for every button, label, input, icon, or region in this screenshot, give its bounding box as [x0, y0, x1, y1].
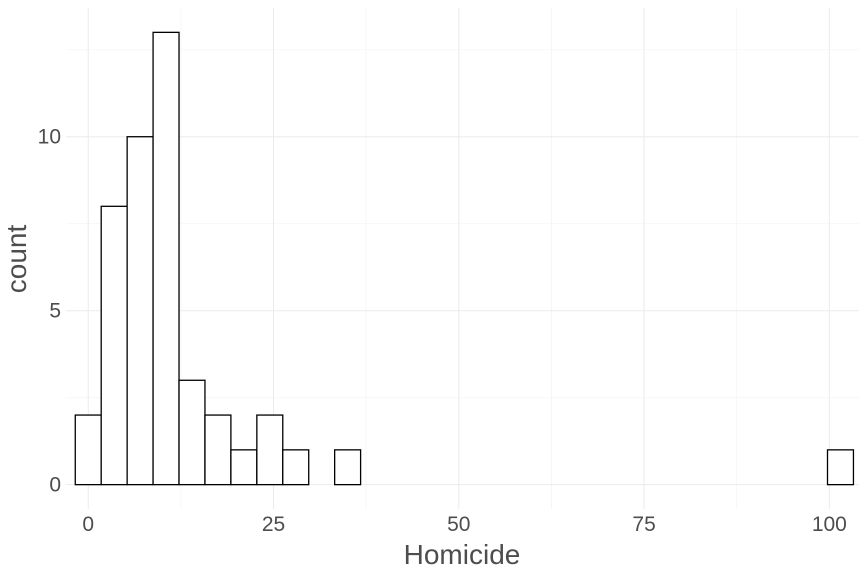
- x-tick-label: 25: [262, 513, 285, 536]
- histogram-bar: [282, 449, 310, 486]
- y-axis-ticks: 0 5 10: [38, 126, 61, 497]
- histogram-bar: [334, 449, 362, 486]
- histogram-bar: [204, 414, 232, 486]
- x-axis-title: Homicide: [404, 539, 521, 570]
- histogram-bar: [230, 449, 258, 486]
- y-tick-label: 10: [38, 126, 61, 149]
- x-tick-label: 0: [82, 513, 94, 536]
- histogram-bars: [74, 31, 855, 486]
- y-axis-title: count: [1, 225, 32, 294]
- x-tick-label: 50: [447, 513, 470, 536]
- histogram-bar: [178, 379, 206, 486]
- x-tick-label: 100: [812, 513, 847, 536]
- x-axis-ticks: 0 25 50 75 100: [82, 513, 846, 536]
- y-tick-label: 5: [49, 300, 61, 323]
- histogram-bar: [152, 31, 180, 486]
- y-tick-label: 0: [49, 474, 61, 497]
- histogram-bar: [256, 414, 284, 486]
- histogram-bar: [826, 449, 855, 486]
- grid: [66, 8, 859, 509]
- histogram-bar: [126, 136, 154, 486]
- histogram-bar: [100, 205, 128, 486]
- histogram-bar: [74, 414, 102, 486]
- x-tick-label: 75: [632, 513, 655, 536]
